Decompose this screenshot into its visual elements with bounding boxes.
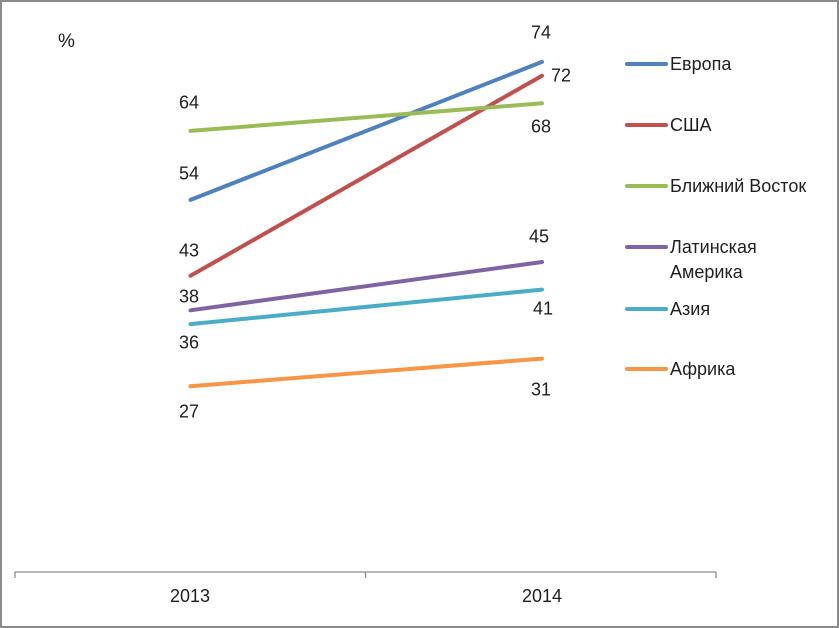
data-label-5-0: 27: [178, 401, 200, 422]
data-label-1-0: 43: [178, 240, 200, 261]
legend-swatch-icon: [625, 306, 668, 311]
series-line-4: [188, 287, 544, 327]
series-line-3: [188, 260, 544, 313]
data-label-3-0: 38: [178, 286, 200, 307]
data-label-4-1: 41: [532, 298, 554, 319]
legend-swatch-icon: [625, 244, 668, 249]
data-label-1-1: 72: [550, 65, 572, 86]
legend-label: Латинская Америка: [670, 236, 757, 282]
legend-entry-2: Ближний Восток: [625, 174, 835, 199]
data-label-3-1: 45: [528, 226, 550, 247]
legend-label: Азия: [670, 298, 711, 319]
legend-swatch-icon: [625, 183, 668, 188]
data-label-5-1: 31: [530, 379, 552, 400]
data-label-2-0: 64: [178, 92, 200, 113]
data-label-2-1: 68: [530, 116, 552, 137]
legend-entry-5: Африка: [625, 357, 835, 382]
legend-swatch-icon: [625, 366, 668, 371]
legend-label: США: [670, 114, 712, 135]
data-label-4-0: 36: [178, 332, 200, 353]
series-line-2: [188, 101, 544, 133]
y-axis-unit-label: %: [58, 31, 75, 52]
legend-swatch-icon: [625, 61, 668, 66]
data-label-0-1: 74: [530, 22, 552, 43]
legend-label: Африка: [670, 358, 736, 379]
x-axis-label-2014: 2014: [521, 586, 563, 606]
legend-label: Ближний Восток: [670, 175, 807, 196]
series-line-0: [188, 59, 544, 202]
legend-swatch-icon: [625, 122, 668, 127]
x-axis-label-2013: 2013: [169, 586, 211, 606]
legend-entry-3: Латинская Америка: [625, 235, 835, 285]
data-label-0-0: 54: [178, 163, 200, 184]
legend-entry-0: Европа: [625, 52, 835, 77]
legend-entry-4: Азия: [625, 297, 835, 322]
series-line-5: [188, 356, 544, 389]
legend-label: Европа: [670, 53, 732, 74]
legend-entry-1: США: [625, 113, 835, 138]
